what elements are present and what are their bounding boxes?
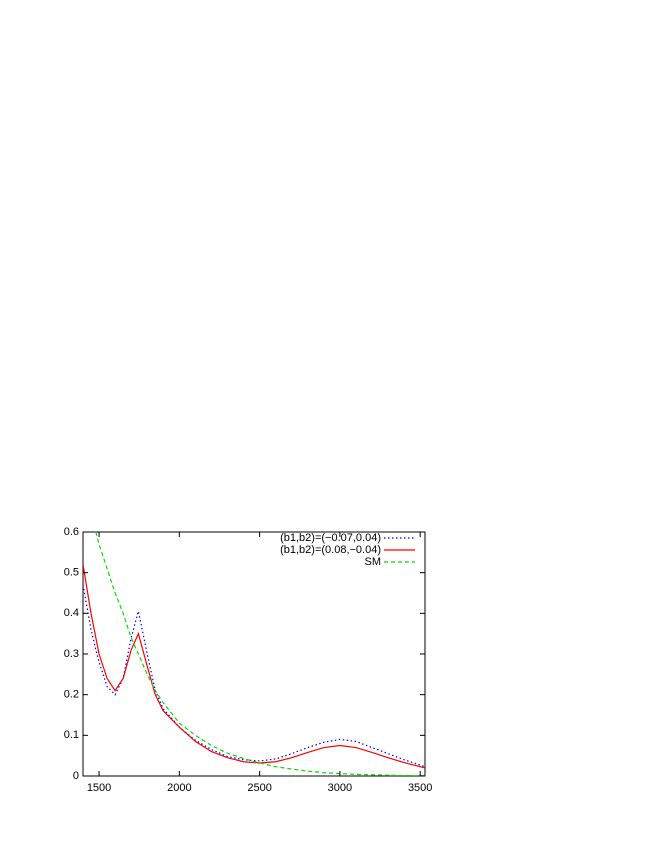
y-tick-label: 0 bbox=[73, 770, 79, 782]
y-tick-label: 0.3 bbox=[64, 648, 79, 660]
legend-label: (b1,b2)=(−0.07,0.04) bbox=[280, 532, 381, 544]
y-tick-label: 0.4 bbox=[64, 607, 79, 619]
series-line bbox=[83, 584, 425, 768]
y-tick-label: 0.5 bbox=[64, 567, 79, 579]
y-tick-label: 0.6 bbox=[64, 526, 79, 538]
x-tick-label: 1500 bbox=[87, 782, 111, 794]
legend-label: (b1,b2)=(0.08,−0.04) bbox=[280, 544, 381, 556]
series-line bbox=[95, 532, 425, 776]
legend-label: SM bbox=[365, 556, 382, 568]
x-tick-label: 2500 bbox=[247, 782, 271, 794]
curves bbox=[83, 532, 425, 776]
y-tick-label: 0.1 bbox=[64, 729, 79, 741]
x-tick-label: 2000 bbox=[167, 782, 191, 794]
x-tick-label: 3500 bbox=[408, 782, 432, 794]
plot-frame bbox=[82, 531, 426, 777]
y-tick-label: 0.2 bbox=[64, 689, 79, 701]
x-tick-label: 3000 bbox=[328, 782, 352, 794]
series-line bbox=[83, 564, 425, 769]
